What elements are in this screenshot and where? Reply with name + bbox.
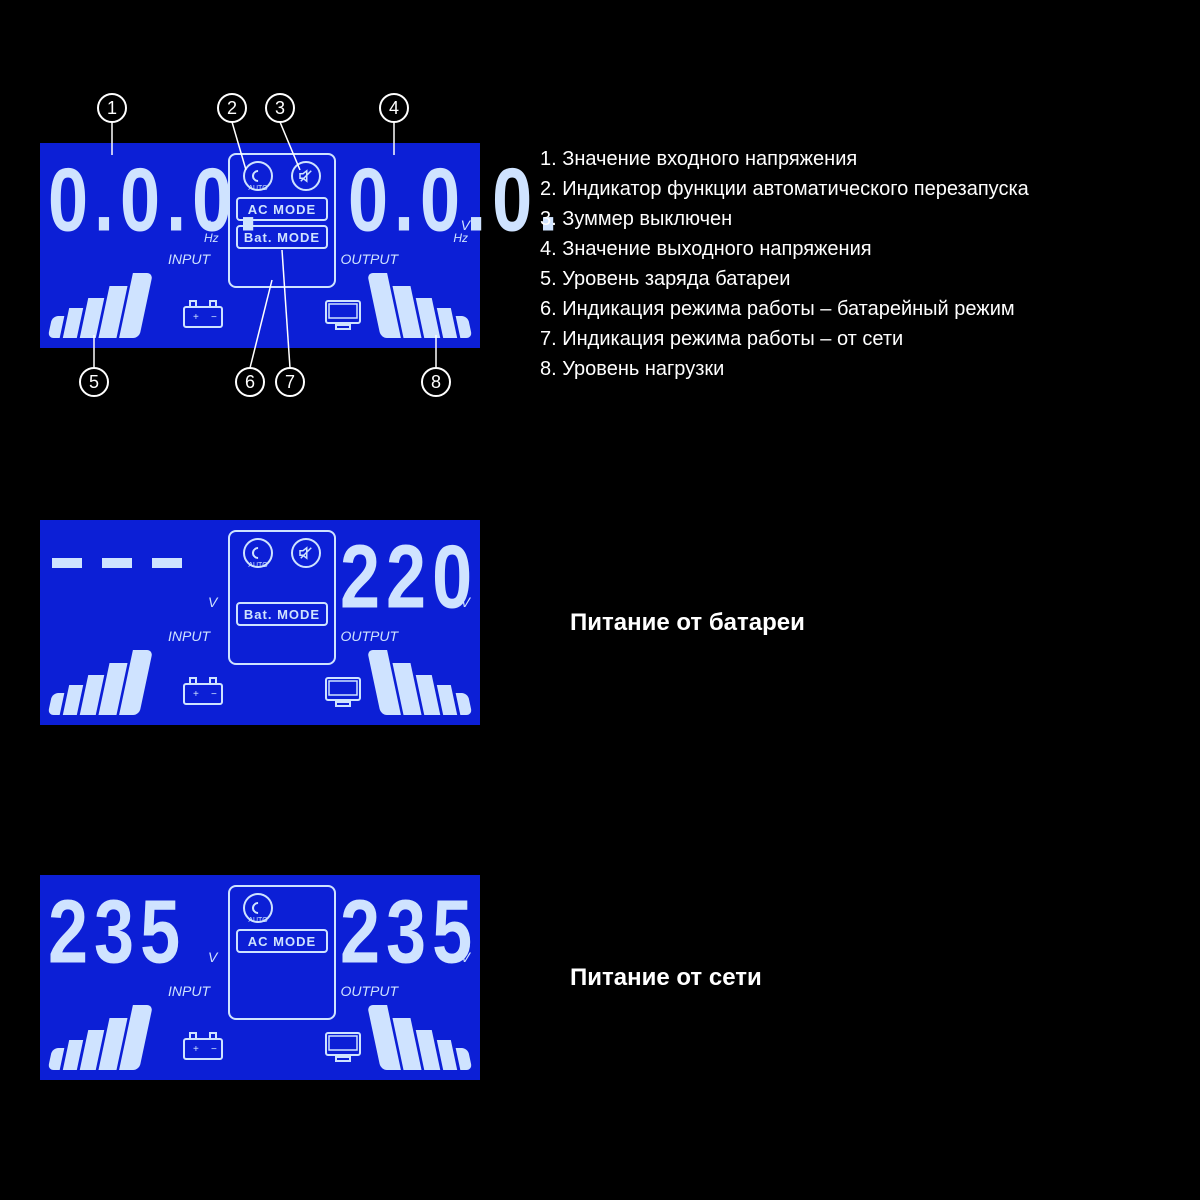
- buzzer-off-icon: [291, 161, 321, 191]
- legend-item: 5. Уровень заряда батареи: [540, 264, 1029, 294]
- input-value: 235: [48, 881, 186, 984]
- input-label: INPUT: [168, 251, 210, 267]
- output-label: OUTPUT: [340, 251, 398, 267]
- ac-mode-box: AC MODE: [236, 929, 328, 953]
- output-label: OUTPUT: [340, 628, 398, 644]
- row-overview: 0.0.0. V Hz INPUT AUTO AC MODE Bat. MODE…: [40, 143, 480, 348]
- ac-mode-box: AC MODE: [236, 197, 328, 221]
- battery-bars: [50, 273, 146, 338]
- output-value: 235: [340, 881, 478, 984]
- legend-item: 1. Значение входного напряжения: [540, 144, 1029, 174]
- svg-text:6: 6: [245, 372, 255, 392]
- battery-icon: +−: [182, 674, 224, 711]
- monitor-icon: [324, 1031, 362, 1068]
- auto-restart-icon: AUTO: [243, 893, 273, 923]
- svg-text:+: +: [193, 689, 199, 700]
- svg-text:+: +: [193, 1044, 199, 1055]
- legend-item: 8. Уровень нагрузки: [540, 354, 1029, 384]
- lcd-mains: 235 V INPUT AUTO AC MODE 235 V OUTPUT +−: [40, 875, 480, 1080]
- center-frame: AUTO AC MODE: [228, 885, 336, 1020]
- legend-item: 4. Значение выходного напряжения: [540, 234, 1029, 264]
- svg-text:4: 4: [389, 98, 399, 118]
- bat-mode-box: Bat. MODE: [236, 225, 328, 249]
- legend: 1. Значение входного напряжения 2. Индик…: [540, 144, 1029, 384]
- monitor-icon: [324, 676, 362, 713]
- load-bars: [374, 650, 470, 715]
- load-bars: [374, 273, 470, 338]
- input-dashes: [52, 558, 182, 568]
- svg-text:7: 7: [285, 372, 295, 392]
- input-unit-v: V: [208, 594, 217, 610]
- input-label: INPUT: [168, 983, 210, 999]
- caption-mains: Питание от сети: [570, 964, 762, 992]
- output-unit-hz: Hz: [453, 231, 468, 245]
- lcd-overview: 0.0.0. V Hz INPUT AUTO AC MODE Bat. MODE…: [40, 143, 480, 348]
- auto-text: AUTO: [248, 185, 267, 192]
- auto-restart-icon: AUTO: [243, 161, 273, 191]
- battery-bars: [50, 1005, 146, 1070]
- battery-icon: +−: [182, 297, 224, 334]
- lcd-battery: V INPUT AUTO Bat. MODE 220 V OUTPUT +−: [40, 520, 480, 725]
- center-frame: AUTO AC MODE Bat. MODE: [228, 153, 336, 288]
- legend-item: 6. Индикация режима работы – батарейный …: [540, 294, 1029, 324]
- auto-restart-icon: AUTO: [243, 538, 273, 568]
- buzzer-off-icon: [291, 538, 321, 568]
- input-label: INPUT: [168, 628, 210, 644]
- input-unit-hz: Hz: [204, 231, 219, 245]
- output-unit-v: V: [461, 594, 470, 610]
- monitor-icon: [324, 299, 362, 336]
- svg-text:8: 8: [431, 372, 441, 392]
- row-mains: 235 V INPUT AUTO AC MODE 235 V OUTPUT +−: [40, 875, 762, 1080]
- battery-bars: [50, 650, 146, 715]
- input-unit-v: V: [208, 949, 217, 965]
- row-battery: V INPUT AUTO Bat. MODE 220 V OUTPUT +−: [40, 520, 805, 725]
- caption-battery: Питание от батареи: [570, 609, 805, 637]
- svg-text:+: +: [193, 312, 199, 323]
- svg-text:−: −: [211, 1044, 217, 1055]
- output-unit-v: V: [461, 949, 470, 965]
- svg-text:−: −: [211, 312, 217, 323]
- auto-text: AUTO: [248, 917, 267, 924]
- svg-text:1: 1: [107, 98, 117, 118]
- svg-text:−: −: [211, 689, 217, 700]
- load-bars: [374, 1005, 470, 1070]
- bat-mode-box: Bat. MODE: [236, 602, 328, 626]
- output-value: 220: [340, 526, 478, 629]
- auto-text: AUTO: [248, 562, 267, 569]
- legend-item: 2. Индикатор функции автоматического пер…: [540, 174, 1029, 204]
- legend-item: 3. Зуммер выключен: [540, 204, 1029, 234]
- center-frame: AUTO Bat. MODE: [228, 530, 336, 665]
- svg-text:2: 2: [227, 98, 237, 118]
- legend-item: 7. Индикация режима работы – от сети: [540, 324, 1029, 354]
- battery-icon: +−: [182, 1029, 224, 1066]
- svg-text:3: 3: [275, 98, 285, 118]
- output-label: OUTPUT: [340, 983, 398, 999]
- svg-text:5: 5: [89, 372, 99, 392]
